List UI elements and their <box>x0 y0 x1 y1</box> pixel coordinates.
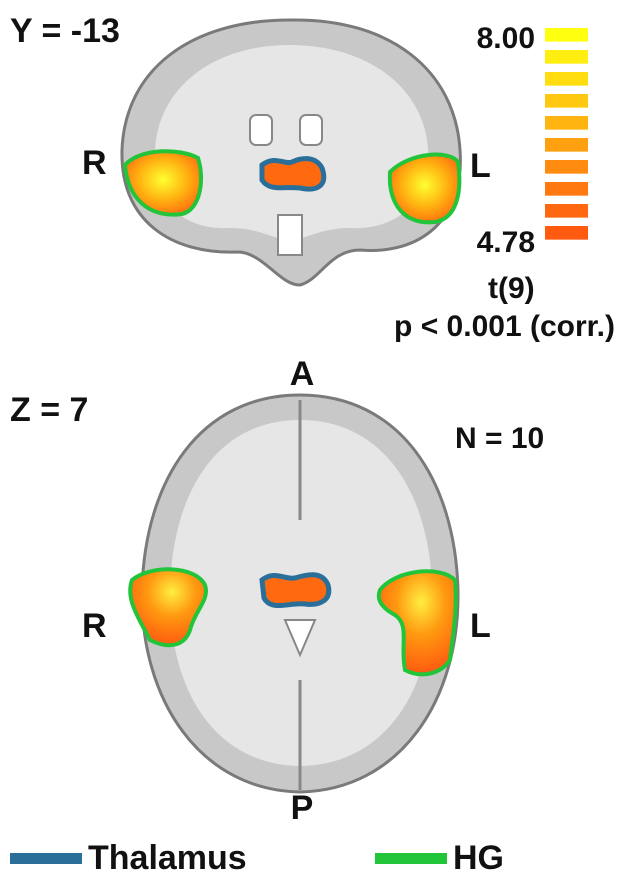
colorbar-swatch <box>545 160 588 174</box>
coronal-label: Y = -13 <box>10 12 120 50</box>
legend-swatch <box>375 853 447 864</box>
colorbar-swatch <box>545 204 588 218</box>
right-label: R <box>82 607 107 645</box>
colorbar-swatch <box>545 116 588 130</box>
colorbar-swatch <box>545 72 588 86</box>
threshold-label: p < 0.001 (corr.) <box>394 310 615 343</box>
left-label: L <box>470 147 491 185</box>
anterior-label: A <box>290 355 315 393</box>
left-label: L <box>470 607 491 645</box>
axial-label: Z = 7 <box>10 391 88 429</box>
posterior-label: P <box>291 789 314 827</box>
colorbar-swatch <box>545 226 588 240</box>
right-label: R <box>82 144 107 182</box>
colorbar-swatch <box>545 138 588 152</box>
colorbar-swatch <box>545 50 588 64</box>
colorbar-max: 8.00 <box>477 22 535 55</box>
colorbar <box>545 28 588 240</box>
legend: Thalamus HG <box>10 839 504 877</box>
colorbar-swatch <box>545 28 588 42</box>
colorbar-swatch <box>545 94 588 108</box>
colorbar-stat: t(9) <box>488 272 535 305</box>
axial-slice <box>128 393 460 794</box>
legend-label: HG <box>453 839 504 877</box>
sample-size: N = 10 <box>455 422 544 455</box>
colorbar-min: 4.78 <box>477 226 535 259</box>
legend-swatch <box>10 853 82 864</box>
legend-label: Thalamus <box>88 839 247 877</box>
colorbar-swatch <box>545 182 588 196</box>
coronal-slice <box>120 18 462 287</box>
